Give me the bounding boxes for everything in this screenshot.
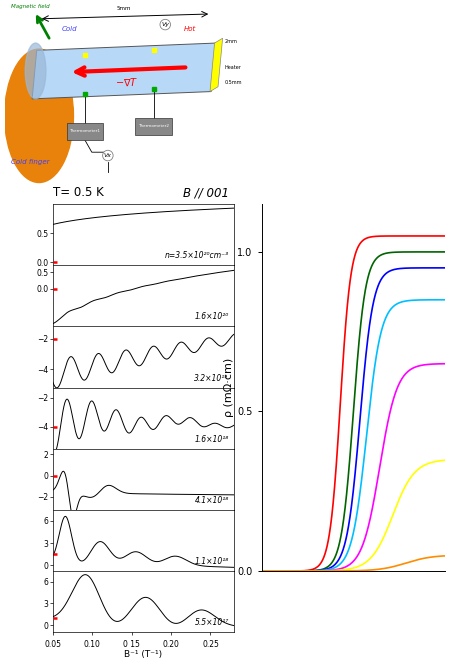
Polygon shape [32,43,216,99]
FancyBboxPatch shape [67,123,103,140]
Text: Cold finger: Cold finger [11,159,50,165]
Text: 2mm: 2mm [225,39,238,44]
Text: Vy: Vy [161,22,169,27]
Text: 1.6×10¹⁸: 1.6×10¹⁸ [195,435,229,444]
Text: $-\nabla T$: $-\nabla T$ [115,77,138,88]
Text: 0.5mm: 0.5mm [225,80,242,85]
Text: B // 001: B // 001 [183,186,230,199]
Ellipse shape [5,49,73,183]
FancyBboxPatch shape [135,118,172,135]
Text: T= 0.5 K: T= 0.5 K [53,186,104,199]
X-axis label: B⁻¹ (T⁻¹): B⁻¹ (T⁻¹) [124,650,162,659]
Polygon shape [210,38,223,92]
Text: n=3.5×10²⁰cm⁻³: n=3.5×10²⁰cm⁻³ [164,252,229,260]
Ellipse shape [25,43,46,99]
Text: 1.1×10¹⁸: 1.1×10¹⁸ [195,557,229,566]
Text: Thermometer2: Thermometer2 [138,124,169,128]
Text: 3.2×10¹⁹: 3.2×10¹⁹ [195,374,229,383]
Text: 4.1×10¹⁸: 4.1×10¹⁸ [195,496,229,505]
Y-axis label: ρ (mΩ·cm): ρ (mΩ·cm) [224,358,235,417]
Text: 5.5×10¹⁷: 5.5×10¹⁷ [195,618,229,628]
Text: Hot: Hot [184,26,196,32]
Text: 1.6×10²⁰: 1.6×10²⁰ [195,312,229,322]
Text: Vx: Vx [104,153,112,158]
Text: Cold: Cold [62,26,78,32]
Text: 5mm: 5mm [117,6,131,11]
Text: Heater: Heater [225,65,242,70]
Text: Thermometer1: Thermometer1 [69,129,101,133]
Text: Magnetic field: Magnetic field [11,4,50,9]
